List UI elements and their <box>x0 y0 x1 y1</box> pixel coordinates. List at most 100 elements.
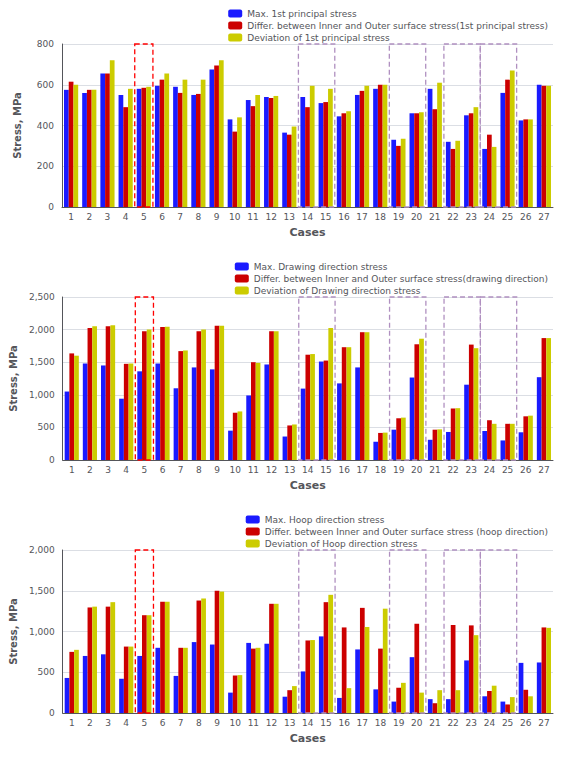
svg-text:Deviation of 1st principal str: Deviation of 1st principal stress <box>247 33 390 43</box>
svg-text:5: 5 <box>141 212 147 222</box>
svg-text:13: 13 <box>284 212 295 222</box>
svg-text:7: 7 <box>177 212 183 222</box>
svg-text:1: 1 <box>69 465 75 475</box>
svg-text:3: 3 <box>105 465 111 475</box>
svg-text:17: 17 <box>357 718 368 728</box>
svg-text:1,500: 1,500 <box>29 357 55 367</box>
svg-text:19: 19 <box>393 212 405 222</box>
svg-text:11: 11 <box>248 465 259 475</box>
svg-text:27: 27 <box>538 212 549 222</box>
svg-text:6: 6 <box>160 465 166 475</box>
svg-text:Stress, MPa: Stress, MPa <box>12 92 23 159</box>
svg-text:Cases: Cases <box>290 732 327 745</box>
svg-text:Differ. between Inner and Oute: Differ. between Inner and Outer surface … <box>254 274 548 284</box>
svg-text:6: 6 <box>159 212 165 222</box>
svg-text:500: 500 <box>37 422 54 432</box>
svg-text:23: 23 <box>466 465 477 475</box>
svg-text:3: 3 <box>105 212 111 222</box>
svg-text:26: 26 <box>520 465 532 475</box>
svg-text:10: 10 <box>229 718 241 728</box>
svg-text:0: 0 <box>49 708 55 718</box>
svg-text:27: 27 <box>538 718 549 728</box>
svg-text:8: 8 <box>196 465 202 475</box>
svg-text:6: 6 <box>160 718 166 728</box>
svg-text:9: 9 <box>214 718 220 728</box>
svg-text:9: 9 <box>214 212 220 222</box>
svg-text:2: 2 <box>87 718 93 728</box>
svg-text:11: 11 <box>247 212 258 222</box>
svg-text:20: 20 <box>411 465 423 475</box>
svg-text:2: 2 <box>86 212 92 222</box>
svg-text:13: 13 <box>284 465 295 475</box>
svg-text:20: 20 <box>411 212 423 222</box>
svg-text:17: 17 <box>356 212 367 222</box>
svg-text:25: 25 <box>502 465 513 475</box>
svg-text:21: 21 <box>429 465 440 475</box>
svg-text:4: 4 <box>123 718 129 728</box>
svg-text:1,000: 1,000 <box>29 627 55 637</box>
svg-text:0: 0 <box>48 202 54 212</box>
svg-text:9: 9 <box>214 465 220 475</box>
svg-text:0: 0 <box>49 455 55 465</box>
svg-text:Max. Drawing direction stress: Max. Drawing direction stress <box>254 262 388 272</box>
svg-text:7: 7 <box>178 465 184 475</box>
svg-text:25: 25 <box>502 212 513 222</box>
svg-text:5: 5 <box>142 465 148 475</box>
svg-text:8: 8 <box>196 212 202 222</box>
svg-text:2,000: 2,000 <box>29 325 55 335</box>
svg-text:8: 8 <box>196 718 202 728</box>
svg-text:11: 11 <box>248 718 259 728</box>
svg-text:21: 21 <box>429 718 440 728</box>
svg-text:600: 600 <box>37 80 54 90</box>
svg-text:12: 12 <box>266 465 277 475</box>
svg-text:4: 4 <box>123 212 129 222</box>
svg-text:Differ. between Inner and Oute: Differ. between Inner and Outer surface … <box>247 21 548 31</box>
svg-text:2,500: 2,500 <box>29 292 55 302</box>
svg-text:15: 15 <box>320 212 331 222</box>
svg-text:26: 26 <box>520 212 532 222</box>
svg-text:1,000: 1,000 <box>29 390 55 400</box>
svg-text:23: 23 <box>465 212 476 222</box>
svg-text:24: 24 <box>484 718 496 728</box>
svg-text:24: 24 <box>484 465 496 475</box>
svg-text:5: 5 <box>142 718 148 728</box>
svg-text:Differ. between Inner and Oute: Differ. between Inner and Outer surface … <box>265 527 548 537</box>
svg-text:200: 200 <box>37 161 54 171</box>
svg-text:18: 18 <box>375 718 387 728</box>
svg-text:1: 1 <box>69 718 75 728</box>
svg-text:16: 16 <box>338 465 350 475</box>
svg-text:26: 26 <box>520 718 532 728</box>
svg-text:400: 400 <box>37 121 54 131</box>
svg-text:Stress, MPa: Stress, MPa <box>8 598 19 665</box>
svg-text:3: 3 <box>105 718 111 728</box>
svg-text:2: 2 <box>87 465 93 475</box>
svg-text:Deviation of Hoop direction st: Deviation of Hoop direction stress <box>265 539 418 549</box>
svg-text:24: 24 <box>484 212 496 222</box>
svg-text:Deviation of Drawing direction: Deviation of Drawing direction stress <box>254 286 421 296</box>
svg-text:1: 1 <box>68 212 74 222</box>
svg-text:4: 4 <box>123 465 129 475</box>
svg-text:22: 22 <box>447 212 458 222</box>
svg-text:22: 22 <box>447 465 458 475</box>
svg-text:10: 10 <box>229 212 241 222</box>
svg-text:16: 16 <box>338 718 350 728</box>
svg-text:Max. 1st principal stress: Max. 1st principal stress <box>247 9 357 19</box>
svg-text:800: 800 <box>37 39 54 49</box>
svg-text:23: 23 <box>466 718 477 728</box>
svg-text:19: 19 <box>393 465 405 475</box>
svg-text:14: 14 <box>302 212 314 222</box>
svg-text:22: 22 <box>447 718 458 728</box>
svg-text:7: 7 <box>178 718 184 728</box>
svg-text:500: 500 <box>37 667 54 677</box>
svg-text:Cases: Cases <box>289 226 326 239</box>
svg-text:15: 15 <box>320 465 331 475</box>
svg-text:16: 16 <box>338 212 350 222</box>
svg-text:15: 15 <box>320 718 331 728</box>
svg-text:14: 14 <box>302 465 314 475</box>
svg-text:Cases: Cases <box>290 479 327 492</box>
svg-text:14: 14 <box>302 718 314 728</box>
svg-text:12: 12 <box>265 212 276 222</box>
svg-text:13: 13 <box>284 718 295 728</box>
svg-text:2,000: 2,000 <box>29 545 55 555</box>
svg-text:17: 17 <box>357 465 368 475</box>
